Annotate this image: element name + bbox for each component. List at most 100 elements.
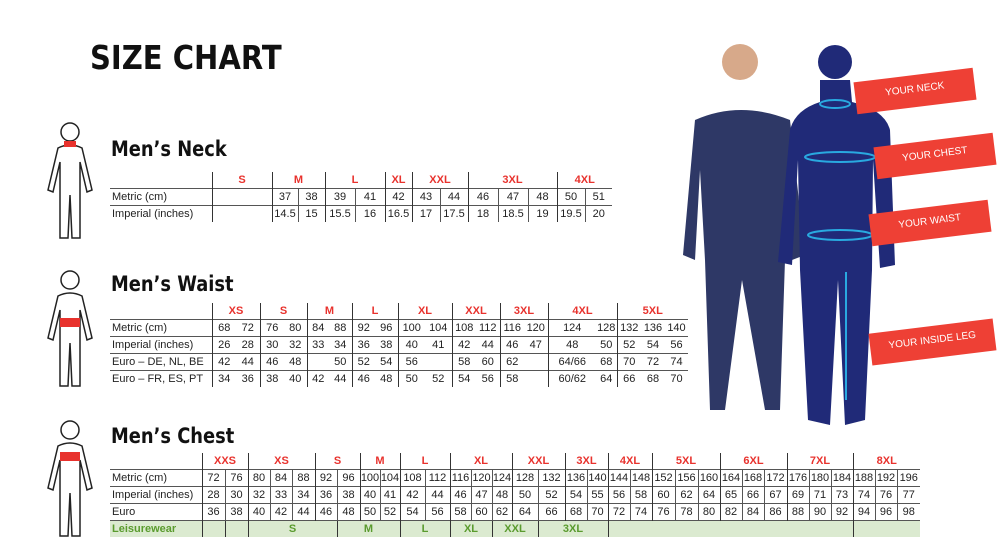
measurement-cell: 18.5 <box>497 205 528 222</box>
measurement-cell: 120 <box>524 319 548 337</box>
row-label: Metric (cm) <box>110 319 212 337</box>
size-header: L <box>351 303 398 320</box>
measurement-cell: 65 <box>719 486 742 504</box>
size-header: 4XL <box>607 453 652 470</box>
size-header: M <box>306 303 352 320</box>
size-header: XL <box>449 453 512 470</box>
measurement-cell: 28 <box>201 486 225 504</box>
measurement-cell: 32 <box>284 336 307 354</box>
measurement-cell: 140 <box>665 319 688 337</box>
row-label: Euro <box>110 503 202 521</box>
leisurewear-size-cell: L <box>399 520 450 537</box>
waist-section-title: Men’s Waist <box>111 272 234 296</box>
leisurewear-size-cell <box>224 520 248 537</box>
measurement-cell <box>211 205 272 222</box>
measurement-cell: 38 <box>336 486 360 504</box>
measurement-cell: 136 <box>641 319 665 337</box>
measurement-cell: 54 <box>451 370 476 387</box>
measurement-cell: 52 <box>351 353 375 371</box>
measurement-cell: 55 <box>586 486 608 504</box>
leisurewear-row: Leisurewear S M L XL XXL 3XL <box>110 520 920 537</box>
measurement-cell: 68 <box>564 503 587 521</box>
measurement-cell: 40 <box>247 503 270 521</box>
measurement-cell: 44 <box>291 503 315 521</box>
measurement-cell: 92 <box>351 319 375 337</box>
measurement-cell: 50 <box>329 353 352 371</box>
leisurewear-size-cell <box>607 520 853 537</box>
measurement-cell: 39 <box>324 188 355 206</box>
measurement-cell: 38 <box>224 503 248 521</box>
table-row: Euro – FR, ES, PT 34 36 38 40 42 44 46 48 50 52 54 5… <box>110 370 688 387</box>
measurement-cell: 33 <box>269 486 292 504</box>
measurement-cell: 52 <box>616 336 641 354</box>
measurement-cell: 58 <box>449 503 471 521</box>
measurement-cell: 54 <box>641 336 665 354</box>
measurement-cell: 64/66 <box>547 353 596 371</box>
measurement-cell: 96 <box>375 319 398 337</box>
size-header: S <box>314 453 360 470</box>
measurement-cell: 82 <box>719 503 742 521</box>
measurement-cell: 36 <box>351 336 375 354</box>
measurement-cell: 72 <box>607 503 630 521</box>
measurement-cell: 15.5 <box>324 205 355 222</box>
leisurewear-size-cell: XXL <box>491 520 538 537</box>
row-label: Metric (cm) <box>110 469 202 487</box>
measurement-cell: 38 <box>375 336 398 354</box>
measurement-cell: 34 <box>329 336 352 354</box>
measurement-cell: 32 <box>247 486 270 504</box>
measurement-cell: 74 <box>629 503 652 521</box>
measurement-cell: 68 <box>596 353 617 371</box>
measurement-cell: 176 <box>786 469 809 487</box>
measurement-cell: 47 <box>524 336 548 354</box>
measurement-cell: 96 <box>336 469 360 487</box>
measurement-cell: 43 <box>411 188 440 206</box>
measurement-cell: 76 <box>651 503 675 521</box>
size-header: XS <box>211 303 260 320</box>
measurement-cell: 172 <box>763 469 787 487</box>
measurement-cell: 41 <box>354 188 385 206</box>
measurement-cell: 70 <box>665 370 688 387</box>
size-header: 3XL <box>564 453 608 470</box>
measurement-cell: 116 <box>499 319 524 337</box>
measurement-cell: 72 <box>201 469 225 487</box>
measurement-cell: 38 <box>297 188 325 206</box>
measurement-cell: 44 <box>236 353 260 371</box>
table-row: Metric (cm) 68 72 76 80 84 88 92 96 100 104 108 112 1… <box>110 319 688 337</box>
measurement-cell: 94 <box>852 503 875 521</box>
measurement-cell: 136 <box>564 469 587 487</box>
measurement-cell: 60 <box>476 353 500 371</box>
size-header: M <box>271 172 325 189</box>
measurement-cell: 17 <box>411 205 440 222</box>
measurement-cell: 46 <box>351 370 375 387</box>
measurement-cell: 100 <box>397 319 425 337</box>
size-header: XS <box>247 453 315 470</box>
measurement-cell: 50 <box>397 370 425 387</box>
measurement-cell: 34 <box>291 486 315 504</box>
measurement-cell: 47 <box>470 486 492 504</box>
header-spacer <box>110 172 212 189</box>
measurement-cell: 100 <box>359 469 380 487</box>
measurement-cell: 28 <box>236 336 260 354</box>
leisurewear-size-cell <box>201 520 225 537</box>
measurement-cell: 37 <box>271 188 298 206</box>
measurement-cell: 56 <box>665 336 688 354</box>
measurement-cell: 52 <box>537 486 565 504</box>
measurement-cell: 80 <box>284 319 307 337</box>
row-label: Imperial (inches) <box>110 205 212 222</box>
measurement-cell: 30 <box>259 336 284 354</box>
measurement-cell: 41 <box>425 336 452 354</box>
chest-size-table: XXS XS S M L XL XXL 3XL 4XL 5XL 6XL 7XL 8XL Metric (c… <box>110 453 920 537</box>
measurement-cell: 30 <box>224 486 248 504</box>
measurement-cell: 112 <box>476 319 500 337</box>
measurement-cell: 42 <box>451 336 476 354</box>
measurement-cell: 36 <box>201 503 225 521</box>
measurement-cell: 132 <box>537 469 565 487</box>
row-label: Metric (cm) <box>110 188 212 206</box>
measurement-cell: 51 <box>584 188 612 206</box>
measurement-cell: 54 <box>399 503 425 521</box>
measurement-cell: 76 <box>259 319 284 337</box>
measurement-cell: 104 <box>379 469 400 487</box>
measurement-cell <box>211 188 272 206</box>
measurement-cell <box>524 353 548 371</box>
